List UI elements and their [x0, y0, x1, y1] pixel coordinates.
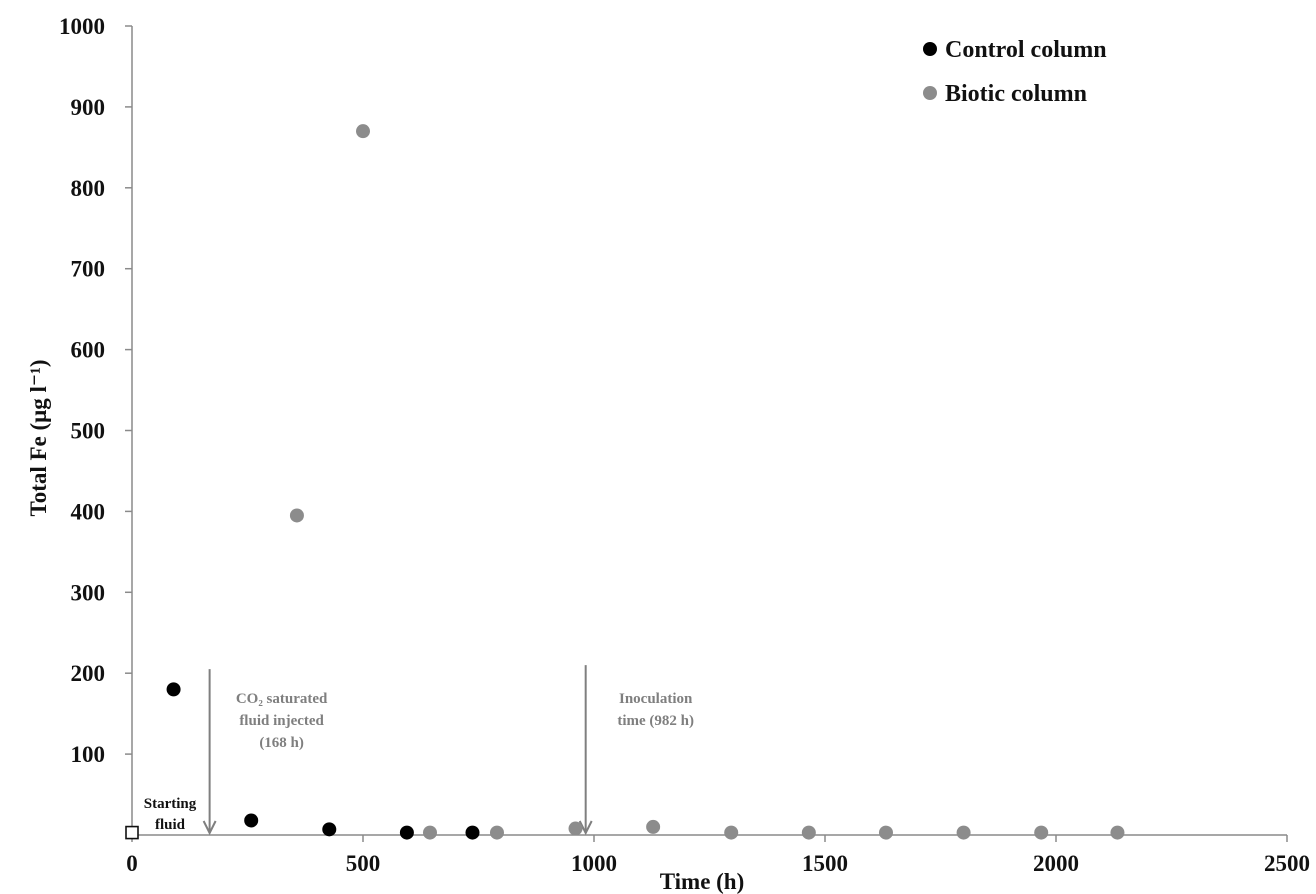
data-point — [356, 124, 370, 138]
y-tick-label: 300 — [71, 580, 106, 605]
data-point — [569, 822, 583, 836]
annotation-text: fluid injected — [239, 713, 324, 729]
data-point — [802, 826, 816, 840]
x-tick-label: 1500 — [802, 851, 848, 876]
y-tick-label: 600 — [71, 338, 106, 363]
data-point — [290, 508, 304, 522]
x-axis-title: Time (h) — [660, 869, 745, 894]
data-point — [1110, 826, 1124, 840]
legend-marker — [923, 42, 937, 56]
series-biotic-column — [290, 124, 1125, 839]
data-point — [400, 826, 414, 840]
data-point — [490, 826, 504, 840]
x-tick-label: 2000 — [1033, 851, 1079, 876]
y-tick-label: 800 — [71, 176, 106, 201]
legend-item: Control column — [923, 37, 1107, 63]
y-axis-title: Total Fe (μg l⁻¹) — [26, 359, 51, 516]
y-tick-label: 400 — [71, 499, 106, 524]
data-point — [957, 826, 971, 840]
y-tick-label: 900 — [71, 95, 106, 120]
starting-fluid-marker — [126, 827, 138, 839]
data-point — [1034, 826, 1048, 840]
legend-item: Biotic column — [923, 81, 1087, 107]
data-point — [646, 820, 660, 834]
y-tick-label: 500 — [71, 419, 106, 444]
x-tick-label: 1000 — [571, 851, 617, 876]
legend: Control column Biotic column — [923, 37, 1107, 107]
data-points: Starting fluid — [126, 124, 1124, 839]
axes: 100 200 300 400 500 600 700 800 900 1000 0 500 1000 1… — [59, 14, 1310, 876]
x-tick-label: 0 — [126, 851, 138, 876]
data-point — [724, 826, 738, 840]
annotations: CO₂ saturated fluid injected (168 h) Inocul… — [204, 665, 694, 833]
annotation-text: CO₂ saturated — [236, 691, 328, 707]
annotation-text: Inoculation — [619, 691, 693, 707]
y-tick-label: 200 — [71, 661, 106, 686]
data-point — [322, 822, 336, 836]
x-tick-label: 500 — [346, 851, 381, 876]
legend-label: Biotic column — [945, 81, 1087, 107]
starting-fluid-label: fluid — [155, 817, 186, 833]
data-point — [244, 813, 258, 827]
y-tick-label: 700 — [71, 257, 106, 282]
annotation-1: CO₂ saturated fluid injected (168 h) — [204, 669, 328, 833]
data-point — [879, 826, 893, 840]
annotation-text: time (982 h) — [617, 713, 694, 729]
annotation-text: (168 h) — [259, 735, 304, 751]
legend-label: Control column — [945, 37, 1107, 63]
y-tick-label: 100 — [71, 742, 106, 767]
x-tick-label: 2500 — [1264, 851, 1310, 876]
annotation-2: Inoculation time (982 h) — [580, 665, 694, 833]
legend-marker — [923, 86, 937, 100]
data-point — [167, 682, 181, 696]
data-point — [465, 826, 479, 840]
data-point — [423, 826, 437, 840]
starting-fluid-label: Starting — [144, 796, 197, 812]
y-tick-label: 1000 — [59, 14, 105, 39]
